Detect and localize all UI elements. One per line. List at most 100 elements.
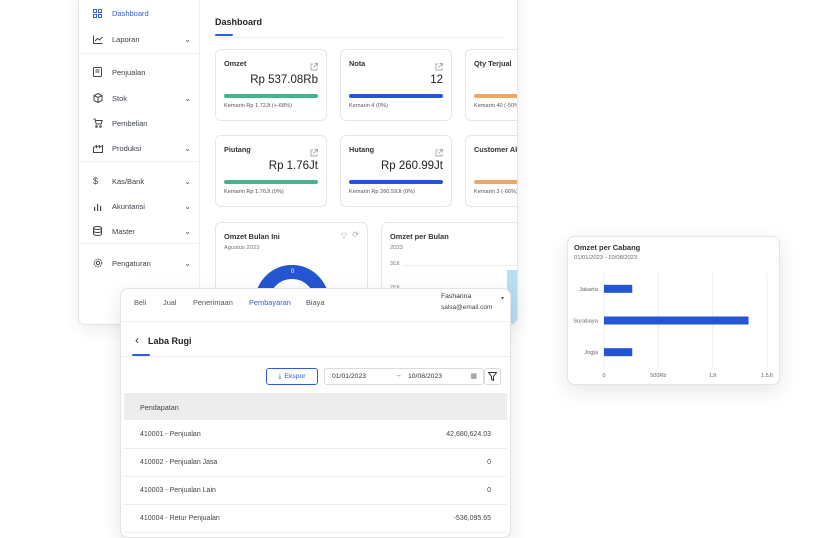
user-menu-caret-icon[interactable]: ▾ (501, 296, 505, 302)
page-title: Dashboard (215, 17, 263, 27)
external-link-icon[interactable] (435, 58, 443, 76)
kpi-label: Qty Terjual (474, 59, 512, 68)
sidebar-item-pengaturan[interactable]: Pengaturan ⌄ (93, 253, 191, 273)
account-amount: 0 (487, 487, 491, 494)
sidebar-item-label: Produksi (112, 143, 142, 153)
back-arrow-icon[interactable]: ‹ (135, 333, 139, 347)
kpi-progress-bar (474, 180, 517, 184)
account-amount: 0 (487, 459, 491, 466)
panel-subtitle: 2023 (390, 245, 403, 251)
kpi-label: Hutang (349, 145, 375, 154)
kpi-value: 12 (430, 74, 443, 86)
omzet-per-cabang-window: Omzet per Cabang 01/01/2023 - 10/08/2023… (567, 236, 780, 385)
filter-icon[interactable]: ▽ (340, 231, 347, 240)
chevron-down-icon: ⌄ (184, 258, 191, 268)
sidebar-item-penjualan[interactable]: Penjualan (93, 62, 191, 82)
x-tick-label: 0 (602, 373, 605, 379)
sidebar-item-akuntansi[interactable]: Akuntansi ⌄ (93, 196, 191, 216)
kpi-comparison: Kemarin 3 (-66%) (474, 189, 518, 195)
date-from[interactable]: 01/01/2023 (332, 373, 367, 380)
database-icon (93, 226, 107, 236)
chart-subtitle: 01/01/2023 - 10/08/2023 (574, 255, 638, 261)
account-amount: -536,095.65 (453, 515, 491, 522)
sidebar-item-kas-bank[interactable]: $ Kas/Bank ⌄ (93, 171, 191, 191)
sidebar-item-label: Laporan (112, 34, 140, 44)
sidebar-item-label: Pengaturan (112, 258, 151, 268)
x-tick-label: 1.5Jt (761, 373, 773, 379)
export-button[interactable]: ⤓ Ekspor (266, 368, 318, 385)
kpi-progress-bar (474, 94, 517, 98)
kpi-progress-bar (349, 180, 443, 184)
chevron-down-icon: ⌄ (184, 34, 191, 44)
kpi-comparison: Kemarin Rp 1.76Jt (0%) (224, 189, 284, 195)
sidebar-divider (79, 243, 200, 244)
export-label: Ekspor (284, 373, 306, 380)
laba-rugi-window: Beli Jual Penerimaan Pembayaran Biaya Fashar… (120, 288, 511, 538)
arrow-right-icon: → (395, 372, 402, 379)
sidebar-item-dashboard[interactable]: Dashboard (93, 3, 191, 23)
sidebar-item-master[interactable]: Master ⌄ (93, 221, 191, 241)
filter-icon (488, 372, 497, 381)
refresh-icon[interactable]: ⟳ (352, 230, 359, 239)
sidebar-item-pembelian[interactable]: Pembelian (93, 113, 191, 133)
chart-line-icon (93, 35, 107, 44)
grid-icon (93, 8, 107, 18)
table-row[interactable]: 410002 - Penjualan Jasa 0 (124, 449, 507, 477)
external-link-icon[interactable] (310, 58, 318, 76)
donut-label: 0 (290, 269, 295, 275)
kpi-progress-bar (224, 180, 318, 184)
sidebar-item-label: Stok (112, 93, 128, 103)
account-amount: 42,680,624.03 (446, 431, 491, 438)
tab-biaya[interactable]: Biaya (306, 298, 325, 307)
panel-title: Omzet Bulan Ini (224, 232, 280, 241)
dollar-icon: $ (93, 176, 99, 186)
omzet-per-cabang-chart: 0 500Rb 1Jt 1.5Jt Jakarta Surabaya Jogja (573, 273, 773, 379)
sidebar-divider (79, 161, 200, 162)
kpi-progress-bar (349, 94, 443, 98)
table-row[interactable]: 410003 - Penjualan Lain 0 (124, 477, 507, 505)
external-link-icon[interactable] (435, 144, 443, 162)
chevron-down-icon: ⌄ (184, 143, 191, 153)
tab-jual[interactable]: Jual (163, 298, 177, 307)
kpi-card-customer-aktif: Customer Aktif23Kemarin 3 (-66%) (465, 135, 518, 207)
chevron-down-icon: ⌄ (184, 226, 191, 236)
x-tick-label: 500Rb (650, 373, 666, 379)
sidebar-item-produksi[interactable]: Produksi ⌄ (93, 138, 191, 158)
tab-beli[interactable]: Beli (134, 298, 147, 307)
kpi-value: Rp 537.08Rb (250, 74, 318, 86)
title-divider (121, 356, 510, 357)
bar-surabaya[interactable] (604, 316, 749, 325)
kpi-label: Customer Aktif (474, 145, 517, 154)
external-link-icon[interactable] (310, 144, 318, 162)
bar-jogja[interactable] (604, 348, 633, 357)
header-divider (121, 321, 510, 322)
chevron-down-icon: ⌄ (184, 176, 191, 186)
kpi-comparison: Kemarin 4 (0%) (349, 103, 388, 109)
bar-jakarta[interactable] (604, 284, 633, 293)
sidebar-item-label: Akuntansi (112, 201, 145, 211)
chart-title: Omzet per Cabang (574, 243, 641, 252)
sidebar-item-label: Penjualan (112, 67, 146, 77)
tab-pembayaran[interactable]: Pembayaran (249, 298, 291, 307)
section-title: Pendapatan (140, 403, 179, 412)
account-name: 410003 - Penjualan Lain (140, 487, 216, 494)
cart-icon (93, 118, 107, 128)
title-divider (215, 37, 503, 38)
calendar-icon[interactable]: ▦ (470, 373, 477, 380)
user-email: salsa@email.com (441, 304, 493, 311)
filter-button[interactable] (484, 368, 501, 385)
dashboard-content: Dashboard Omzet Rp 537.08Rb Kemarin Rp 1.7… (201, 0, 517, 324)
kpi-value: Rp 1.76Jt (268, 160, 318, 172)
date-to[interactable]: 10/08/2023 (408, 373, 443, 380)
gridline (402, 265, 517, 266)
date-range-picker[interactable]: 01/01/2023 → 10/08/2023 ▦ (324, 368, 484, 385)
y-tick-label: 30Jt (390, 261, 400, 267)
box-icon (93, 93, 107, 103)
table-row[interactable]: 410001 - Penjualan 42,680,624.03 (124, 421, 507, 449)
table-row[interactable]: 410004 - Retur Penjualan -536,095.65 (124, 505, 507, 533)
sidebar-item-laporan[interactable]: Laporan ⌄ (93, 29, 191, 49)
tab-penerimaan[interactable]: Penerimaan (193, 298, 233, 307)
sidebar-item-label: Pembelian (112, 118, 148, 128)
kpi-card-qty-terjual: Qty Terjual20Kemarin 40 (-50%) (465, 49, 517, 121)
sidebar-item-stok[interactable]: Stok ⌄ (93, 88, 191, 108)
